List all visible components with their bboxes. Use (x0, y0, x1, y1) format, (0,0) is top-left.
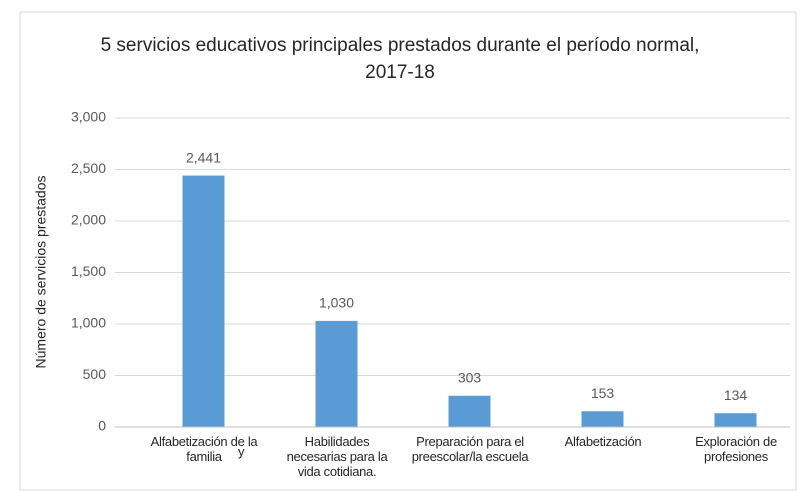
x-tick-label: Habilidades necesarias para la vida coti… (286, 434, 388, 479)
data-label: 303 (458, 369, 482, 385)
y-axis-label: Número de servicios prestados (33, 176, 49, 369)
x-tick-label: Preparación para el preescolar/la escuel… (411, 434, 529, 464)
bar (182, 175, 225, 427)
y-tick-label: 0 (98, 418, 106, 434)
y-tick-label: 500 (83, 366, 107, 382)
bar (448, 395, 491, 427)
chart-title: 5 servicios educativos principales prest… (100, 35, 700, 83)
bar (315, 320, 358, 427)
y-tick-label: 3,000 (71, 109, 106, 125)
data-label: 1,030 (319, 295, 354, 311)
data-label: 134 (724, 387, 748, 403)
data-label: 153 (591, 385, 615, 401)
x-tick-label: Alfabetización (564, 434, 642, 449)
y-tick-label: 1,000 (71, 315, 106, 331)
y-tick-label: 2,500 (71, 160, 106, 176)
x-tick-label: Exploración de profesiones (695, 434, 777, 464)
annotation: y (238, 444, 245, 459)
chart-border (19, 11, 797, 491)
bar (714, 413, 757, 427)
data-label: 2,441 (186, 149, 221, 165)
y-tick-label: 1,500 (71, 263, 106, 279)
x-tick-label: Alfabetización de la familia (150, 434, 258, 464)
y-tick-label: 2,000 (71, 212, 106, 228)
bar (581, 411, 624, 427)
